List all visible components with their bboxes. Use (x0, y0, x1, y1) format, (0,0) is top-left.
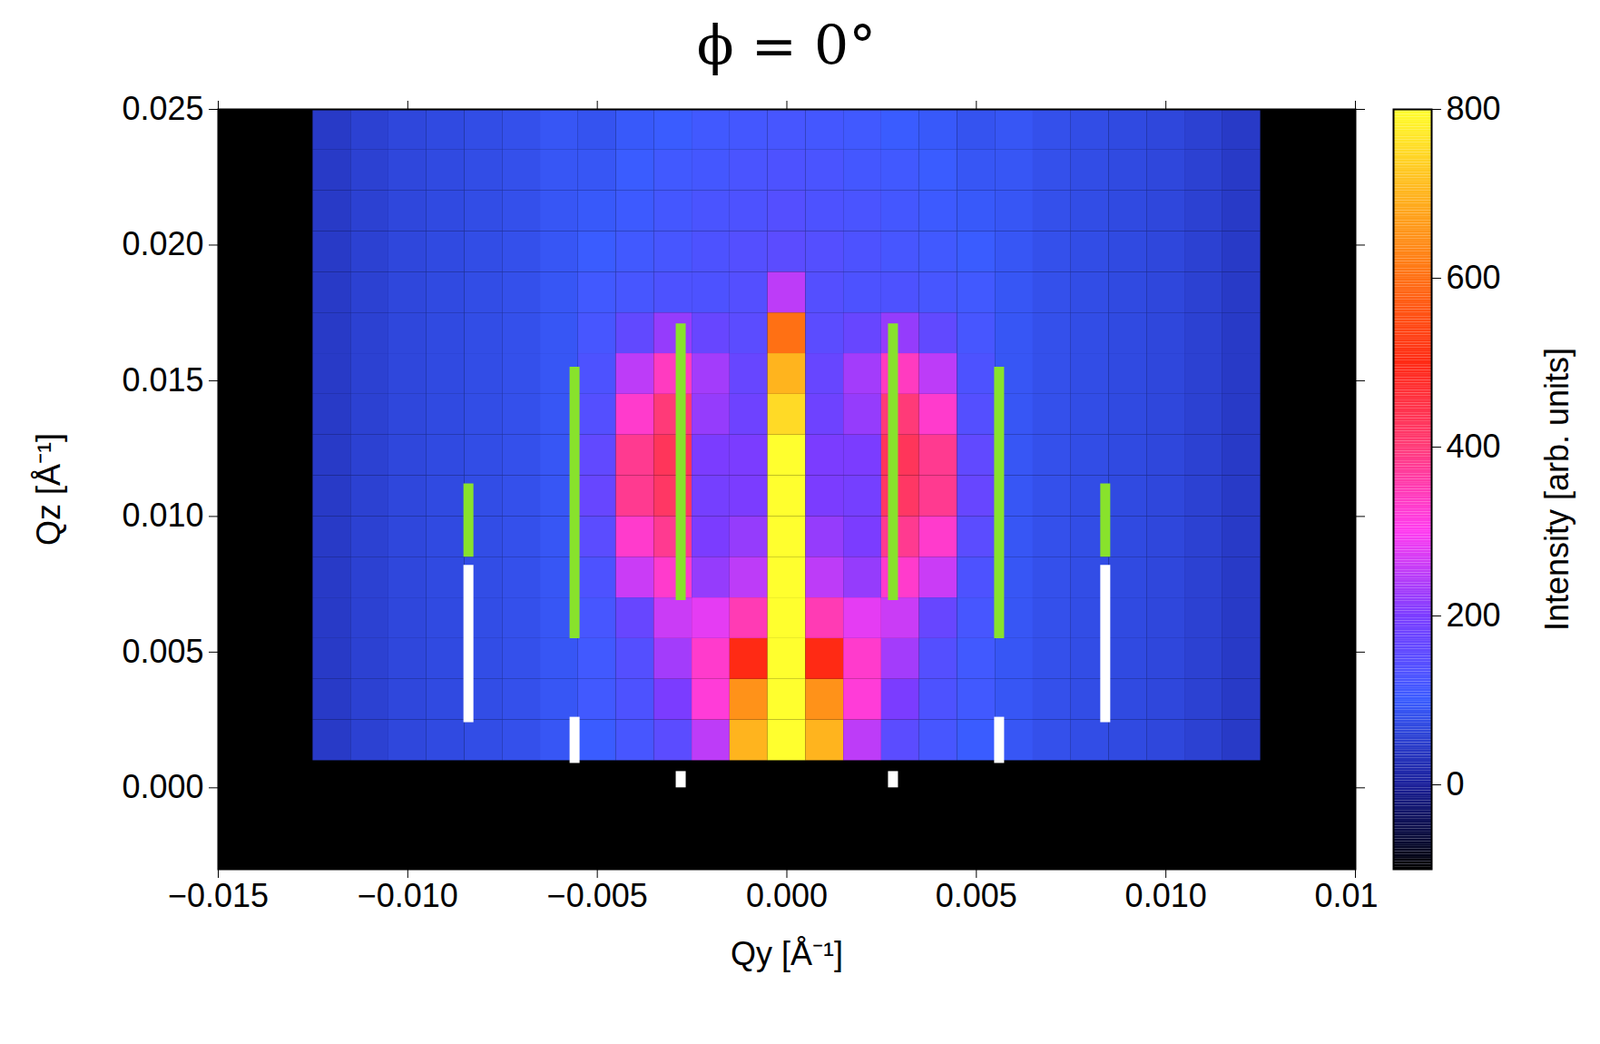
svg-text:0.015: 0.015 (1314, 876, 1397, 914)
svg-text:0.000: 0.000 (121, 767, 204, 805)
svg-text:0.020: 0.020 (121, 225, 204, 263)
svg-text:800: 800 (1446, 89, 1502, 128)
svg-text:600: 600 (1446, 258, 1502, 296)
svg-text:0.000: 0.000 (746, 876, 828, 914)
svg-text:−0.015: −0.015 (167, 876, 269, 914)
svg-text:−0.005: −0.005 (547, 876, 648, 914)
svg-text:Qz [Å⁻¹]: Qz [Å⁻¹] (29, 432, 68, 546)
svg-text:0.005: 0.005 (121, 632, 204, 670)
svg-text:Intensity [arb. units]: Intensity [arb. units] (1538, 347, 1576, 631)
svg-text:−0.010: −0.010 (357, 876, 459, 914)
svg-text:400: 400 (1446, 427, 1502, 465)
svg-text:0: 0 (1446, 765, 1465, 803)
html-text:ϕ = 0°: ϕ = 0° (696, 13, 877, 78)
svg-text:0.015: 0.015 (121, 361, 204, 399)
svg-text:0.010: 0.010 (1125, 876, 1208, 914)
svg-text:0.025: 0.025 (121, 89, 204, 128)
svg-text:0.010: 0.010 (121, 496, 204, 534)
svg-text:Qy [Å⁻¹]: Qy [Å⁻¹] (730, 934, 844, 972)
svg-text:200: 200 (1446, 596, 1502, 634)
svg-text:0.005: 0.005 (935, 876, 1018, 914)
